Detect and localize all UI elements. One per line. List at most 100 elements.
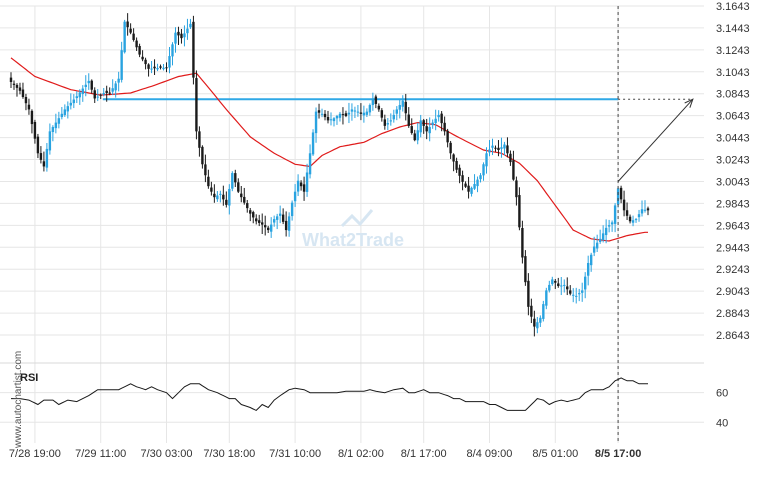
candle-body [281,214,285,222]
rsi-tick-label: 40 [716,417,728,429]
candle-body [317,110,321,113]
price-tick-label: 3.1243 [716,45,750,57]
rsi-tick-label: 60 [716,388,728,400]
candle-body [467,185,470,192]
candle-body [225,199,228,205]
candle-body [503,144,506,149]
candle-body [210,187,213,192]
candle-body [258,220,261,223]
candle-body [99,94,102,96]
candle-body [542,304,545,319]
time-tick-label: 7/30 18:00 [203,448,255,460]
price-tick-label: 2.9443 [716,242,750,254]
candle-body [78,92,81,98]
time-tick-label: 7/28 19:00 [9,448,61,460]
candle-body [252,212,255,218]
price-tick-label: 2.8843 [716,308,750,320]
candle-body [302,184,306,192]
candle-body [461,175,464,182]
time-tick-label: 7/31 10:00 [269,448,321,460]
price-tick-label: 2.9043 [716,286,750,298]
candle-body [506,145,509,154]
candle-body [311,132,315,155]
candle-body [243,196,246,203]
candle-body [162,67,165,70]
candle-body [228,188,231,206]
candle-body [84,84,87,88]
candle-body [545,290,548,306]
candle-body [389,120,393,122]
candle-body [407,114,410,126]
candle-body [595,242,599,249]
candle-body [563,284,566,286]
candle-body [437,114,440,118]
candle-body [240,193,243,198]
candle-body [539,317,542,323]
candle-body [231,173,234,189]
candle-body [622,199,626,211]
price-tick-label: 3.0443 [716,133,750,145]
candle-body [147,64,150,69]
candle-body [219,193,222,195]
candle-body [398,105,401,110]
time-tick-label: 7/30 03:00 [141,448,193,460]
candle-body [51,126,55,133]
candle-body [548,284,551,291]
candle-body [512,160,515,180]
candle-body [284,220,288,231]
candle-body [246,203,249,209]
candle-body [607,225,611,227]
time-tick-label: 8/5 01:00 [532,448,578,460]
candle-body [473,184,476,189]
candle-body [249,210,252,214]
candle-body [452,154,455,162]
candle-body [341,114,345,116]
candle-body [371,98,375,106]
candle-body [132,33,135,40]
time-tick-label: 8/5 17:00 [595,448,641,460]
candle-body [105,90,108,93]
candle-body [198,131,201,148]
candle-body [213,193,216,198]
price-tick-label: 3.1043 [716,67,750,79]
candle-body [566,286,569,290]
candle-body [75,96,78,99]
candle-body [578,293,581,295]
candle-body [464,183,467,187]
candle-body [192,21,195,78]
candle-body [344,113,348,117]
projection-arrow [617,6,694,443]
candle-body [287,216,291,231]
candle-body [365,111,369,115]
candle-body [413,133,416,141]
candle-body [24,97,28,104]
candle-body [586,262,590,276]
candle-body [326,117,330,121]
price-tick-label: 3.0243 [716,155,750,167]
candle-body [377,105,381,110]
candle-body [177,31,180,36]
candle-body [261,222,264,225]
candle-body [180,33,183,39]
candle-body [482,164,485,176]
candle-body [575,295,578,297]
candle-body [36,136,40,154]
price-tick-label: 3.1643 [716,1,750,13]
candle-body [150,68,153,70]
candle-body [255,218,258,222]
candle-body [569,290,572,294]
candle-body [613,205,617,224]
price-tick-label: 2.9243 [716,264,750,276]
candle-body [183,33,186,38]
candle-body [619,187,623,200]
candle-body [524,256,527,283]
candle-body [111,88,114,92]
time-tick-label: 8/1 17:00 [401,448,447,460]
candle-body [449,142,452,154]
candle-body [359,112,363,114]
candle-body [66,106,70,112]
candle-body [404,101,407,114]
side-credit: www.autochartist.com [13,351,24,449]
candle-body [335,116,339,119]
candle-body [476,179,479,187]
